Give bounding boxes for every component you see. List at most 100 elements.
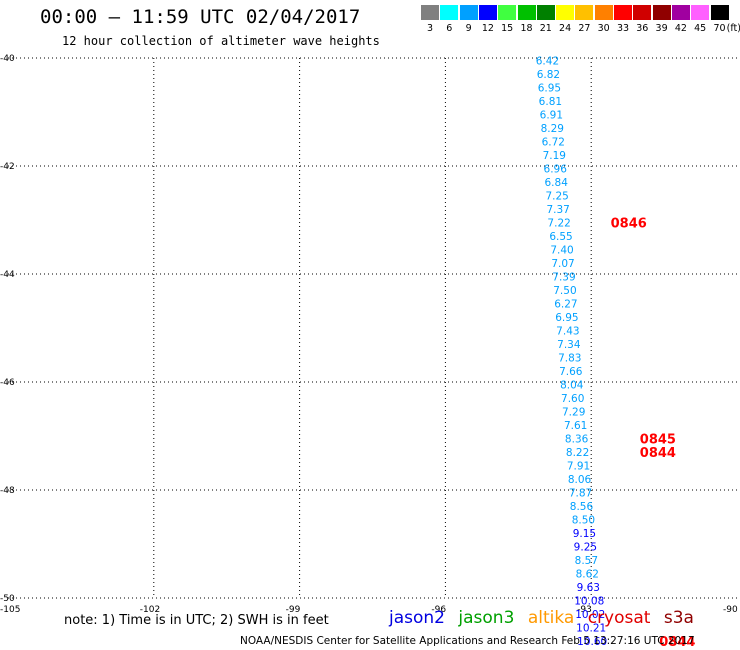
data-point-label: 10.21 (576, 623, 606, 635)
legend-label: 24 (559, 23, 572, 34)
satellite-legend: jason2 jason3 altika cryosat s3a (389, 608, 702, 628)
legend-label: 15 (501, 23, 514, 34)
legend-label: 70 (713, 23, 726, 34)
time-label: 0844 (659, 635, 695, 650)
data-point-label: 9.63 (577, 582, 600, 594)
credit-line: NOAA/NESDIS Center for Satellite Applica… (240, 635, 695, 647)
legend-swatch (594, 5, 613, 20)
x-tick-label: -102 (140, 605, 160, 615)
data-point-label: 10.60 (577, 636, 607, 648)
legend-swatch (691, 5, 710, 20)
legend-unit: (ft) (726, 23, 740, 34)
page-subtitle: 12 hour collection of altimeter wave hei… (62, 34, 380, 48)
data-point-label: 8.36 (565, 434, 589, 446)
data-point-label: 7.61 (564, 420, 587, 432)
legend-swatch (710, 5, 729, 20)
data-point-label: 10.08 (574, 596, 604, 608)
y-tick-label: -50 (0, 594, 15, 604)
data-point-label: 7.60 (561, 393, 584, 405)
data-point-label: 6.42 (536, 56, 559, 68)
data-point-label: 9.15 (573, 528, 596, 540)
data-point-label: 6.91 (540, 110, 563, 122)
data-point-label: 6.82 (537, 69, 560, 81)
data-point-label: 7.19 (543, 150, 566, 162)
color-legend: 3 6 9 12 15 18 21 24 27 30 33 36 39 42 45 70 (ft) (421, 5, 740, 37)
legend-label: 30 (597, 23, 610, 34)
y-tick-label: -48 (0, 486, 15, 496)
legend-swatch (652, 5, 671, 20)
satellite-jason2: jason2 (389, 608, 445, 628)
data-point-label: 8.29 (541, 123, 564, 135)
legend-swatch (536, 5, 555, 20)
legend-swatch (556, 5, 575, 20)
data-point-label: 10.02 (575, 609, 605, 621)
data-point-label: 8.62 (576, 569, 599, 581)
legend-label: 45 (694, 23, 707, 34)
legend-label: 36 (636, 23, 649, 34)
data-point-label: 8.57 (575, 555, 598, 567)
legend-label: 9 (465, 23, 472, 34)
legend-swatch (517, 5, 536, 20)
y-tick-label: -44 (0, 270, 15, 280)
data-point-label: 6.72 (542, 137, 565, 149)
legend-label: 18 (520, 23, 533, 34)
data-point-label: 7.91 (567, 461, 590, 473)
data-point-label: 7.66 (559, 366, 583, 378)
data-point-label: 7.07 (551, 258, 574, 270)
data-point-label: 7.22 (547, 218, 570, 230)
data-point-label: 7.43 (556, 326, 579, 338)
legend-label: 33 (616, 23, 630, 34)
legend-swatch (459, 5, 478, 20)
data-point-label: 6.95 (538, 83, 561, 95)
data-point-label: 7.87 (569, 488, 592, 500)
legend-label: 3 (426, 23, 434, 34)
data-point-label: 6.81 (539, 96, 562, 108)
legend-swatch (614, 5, 632, 20)
data-point-label: 7.37 (546, 204, 569, 216)
legend-label: 39 (655, 23, 668, 34)
data-point-label: 8.50 (572, 515, 595, 527)
satellite-altika: altika (527, 608, 575, 628)
page-title: 00:00 – 11:59 UTC 02/04/2017 (40, 6, 361, 28)
data-point-label: 7.34 (557, 339, 581, 351)
data-point-label: 8.22 (566, 447, 589, 459)
data-point-label: 7.29 (562, 407, 585, 419)
data-point-label: 6.55 (549, 231, 572, 243)
legend-swatch (575, 5, 594, 20)
x-tick-label: -90 (723, 605, 738, 615)
footer-note: note: 1) Time is in UTC; 2) SWH is in fe… (64, 613, 329, 628)
legend-label: 21 (539, 23, 552, 34)
x-tick-label: -99 (286, 605, 301, 615)
legend-label: 42 (674, 23, 687, 34)
y-tick-label: -46 (0, 378, 15, 388)
legend-swatch (671, 5, 690, 20)
data-point-label: 6.84 (545, 177, 569, 189)
time-label: 0844 (640, 446, 676, 461)
data-point-label: 7.83 (558, 353, 581, 365)
data-point-label: 7.25 (545, 191, 568, 203)
data-point-label: 8.56 (570, 501, 594, 513)
x-tick-label: -105 (0, 605, 20, 615)
data-point-label: 6.96 (544, 164, 568, 176)
data-point-label: 6.95 (555, 312, 578, 324)
satellite-cryosat: cryosat (587, 608, 651, 628)
x-tick-label: -96 (431, 605, 446, 615)
x-tick-label: -93 (577, 605, 592, 615)
legend-swatch (478, 5, 497, 20)
y-tick-label: -40 (0, 54, 15, 64)
legend-swatch (633, 5, 652, 20)
y-tick-label: -42 (0, 162, 15, 172)
satellite-jason3: jason3 (458, 608, 515, 628)
time-label: 0846 (611, 217, 647, 232)
data-point-label: 9.25 (574, 542, 597, 554)
legend-label: 6 (446, 23, 453, 34)
time-label: 0845 (640, 433, 676, 448)
legend-label: 12 (481, 23, 494, 34)
satellite-s3a: s3a (663, 608, 694, 628)
legend-swatch (440, 5, 459, 20)
data-point-label: 7.50 (553, 285, 576, 297)
data-point-label: 7.39 (552, 272, 575, 284)
legend-label: 27 (578, 23, 591, 34)
data-point-label: 8.04 (560, 380, 584, 392)
legend-swatch (498, 5, 517, 20)
